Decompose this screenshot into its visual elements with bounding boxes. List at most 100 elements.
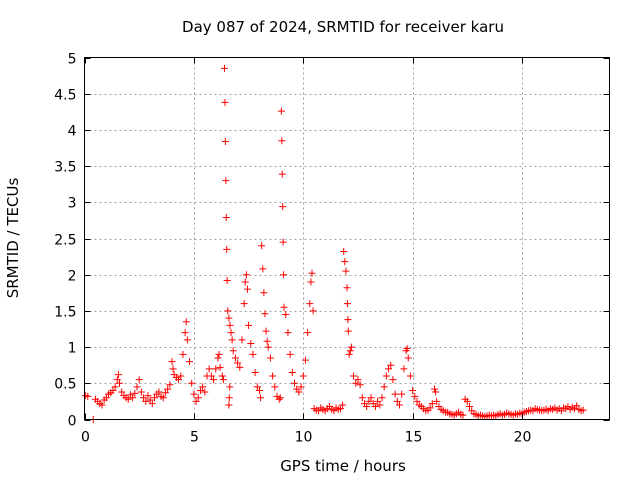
x-tick-label: 10 [295,430,313,446]
data-point [226,383,234,391]
data-point [259,265,267,273]
data-point [342,267,350,275]
data-point [116,379,123,387]
data-point [433,397,441,405]
data-point [291,379,298,387]
data-point [284,329,292,337]
y-axis-label: SRMTID / TECUs [4,178,22,299]
data-point [181,329,189,337]
data-point [406,372,414,380]
data-point [227,329,235,337]
data-point [260,289,268,297]
data-point [309,307,317,315]
y-tick-label: 1 [68,341,77,357]
data-point [459,411,467,419]
data-point [409,387,417,395]
data-point [363,402,371,410]
data-point [231,354,239,362]
data-point [261,310,269,318]
data-point [356,381,364,389]
data-point [241,278,249,286]
data-point [155,388,163,396]
data-point [183,336,191,344]
data-point [432,388,440,396]
data-point [114,371,122,379]
data-point [277,107,285,115]
data-point [280,271,288,279]
data-point [371,402,379,410]
data-point [194,394,202,402]
data-point [367,394,375,402]
data-point [301,356,309,364]
data-point [221,137,229,145]
data-point [280,303,288,311]
data-point [266,354,274,362]
data-point [374,397,382,405]
x-tick-label: 0 [81,430,90,446]
data-point [339,401,347,409]
data-point [140,394,148,402]
data-point [352,379,360,387]
data-point [263,337,271,345]
data-point [225,401,233,409]
data-point [131,389,139,397]
data-point [159,394,167,402]
data-point [224,307,232,315]
data-point [151,394,158,402]
data-point [278,137,286,145]
data-point [251,368,259,376]
data-point [279,203,287,211]
data-point [210,376,218,384]
data-point [109,387,117,395]
data-point [205,365,213,373]
data-point [221,64,228,72]
data-point [218,372,226,380]
data-point [207,372,215,380]
y-tick-label: 0.5 [54,377,76,393]
grid [84,57,610,420]
data-point [190,390,198,398]
data-point [179,350,187,358]
data-point [579,406,587,414]
data-point [133,383,141,391]
x-tick-label: 15 [405,430,423,446]
data-point [466,402,473,410]
data-point [124,395,132,403]
data-point [269,372,277,380]
y-tick-label: 3 [68,196,77,212]
data-point [346,347,354,355]
data-point [393,397,401,405]
data-point [215,350,223,358]
data-point [343,300,351,308]
data-point [188,379,196,387]
data-point [84,392,92,400]
data-point [288,368,296,376]
data-point [238,336,246,344]
data-point [146,396,154,404]
data-point [350,372,358,380]
data-point [135,376,143,384]
data-point [257,394,265,402]
data-point [175,376,183,384]
data-point [387,361,395,369]
data-point [166,381,174,389]
data-point [247,339,255,347]
data-point [118,388,126,396]
x-axis-label: GPS time / hours [280,457,406,475]
data-point [229,347,237,355]
data-points [82,64,587,423]
data-point [169,365,177,373]
data-point [275,395,283,403]
data-point [144,392,152,400]
chart-title: Day 087 of 2024, SRMTID for receiver kar… [182,18,504,36]
data-point [344,327,352,335]
data-point [380,383,388,391]
y-tick-label: 3.5 [54,160,76,176]
data-point [148,400,156,408]
y-tick-label: 4.5 [54,88,76,104]
data-point [340,248,348,256]
data-point [264,343,272,351]
data-point [286,350,294,358]
data-point [245,321,253,329]
x-tick-label: 20 [514,430,532,446]
